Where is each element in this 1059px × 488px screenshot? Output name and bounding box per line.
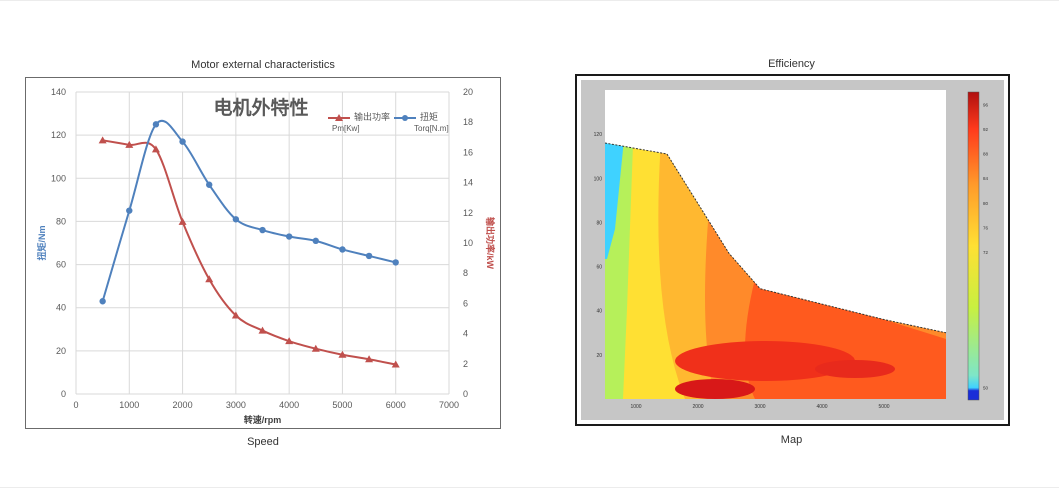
legend-unit: Torq[N.m] [414,124,449,133]
efficiency-band [675,379,755,399]
legend-swatch-marker [402,115,408,121]
x-tick-label: 4000 [816,404,827,410]
torque-data-point [232,216,240,223]
power-data-point [285,337,294,345]
y-tick-label: 40 [56,303,66,313]
efficiency-map-svg: 1000 2000 3000 4000 5000 20 40 60 80 100 120 50 72 76… [581,80,1004,420]
colorbar-tick-label: 84 [983,176,989,181]
colorbar-tick-label: 96 [983,102,989,107]
x-tick-label: 2000 [692,404,703,410]
page-top-divider [0,0,1059,1]
power-data-point [338,350,347,358]
x-axis-title: 转速/rpm [244,414,282,425]
y2-tick-label: 6 [463,298,468,308]
power-data-point [258,326,267,334]
y2-tick-label: 10 [463,238,473,248]
y-tick-label: 60 [596,265,602,271]
chart-title: 电机外特性 [213,96,308,119]
power-data-point [391,360,400,368]
y2-tick-label: 20 [463,87,473,97]
torque-data-point [365,252,373,260]
x-tick-label: 1000 [630,404,641,410]
power-data-point [178,217,187,225]
x-tick-label: 7000 [439,400,459,410]
x-tick-label: 6000 [386,400,406,410]
y-tick-label: 60 [56,260,66,270]
power-data-point [205,275,214,283]
y2-tick-label: 4 [463,329,468,339]
x-tick-label: 3000 [754,404,765,410]
x-tick-label: 0 [73,400,78,410]
colorbar-tick-label: 72 [983,250,989,255]
torque-data-point [206,181,213,188]
power-data-point [98,136,107,144]
colorbar-tick-label: 50 [983,386,989,391]
colorbar-tick-label: 92 [983,127,989,132]
power-data-point [151,145,160,153]
y-tick-label: 80 [56,216,66,226]
torque-data-point [126,207,133,214]
y2-tick-label: 0 [463,389,468,399]
y-axis-title: 扭矩/Nm [36,225,47,260]
power-data-point [231,311,240,319]
efficiency-band [605,142,629,259]
y-tick-label: 20 [596,353,602,359]
y-tick-label: 140 [51,87,66,97]
power-data-point [311,344,320,352]
x-tick-label: 5000 [878,404,889,410]
torque-data-point [259,226,266,234]
y2-tick-label: 2 [463,359,468,369]
x-tick-label: 2000 [173,400,193,410]
right-figure-title: Efficiency [768,58,815,70]
torque-data-point [152,121,160,128]
y-tick-label: 20 [56,346,66,356]
right-figure-caption: Map [780,434,803,446]
x-tick-label: 3000 [226,400,246,410]
y2-axis-title: 输出功率/kW [485,217,496,270]
left-figure-caption: Speed [247,436,279,448]
colorbar-tick-label: 88 [983,152,989,157]
torque-data-point [285,233,293,240]
colorbar [967,91,980,401]
colorbar-tick-label: 76 [983,226,989,231]
y-tick-label: 0 [61,389,66,399]
power-data-point [365,355,374,363]
y-tick-label: 100 [594,176,603,182]
x-tick-label: 4000 [279,400,299,410]
series-line-1 [101,119,396,302]
y-tick-label: 100 [51,173,66,183]
peak-torque-boundary [604,142,947,334]
efficiency-band [675,341,855,381]
torque-data-point [99,298,106,305]
legend-unit: Pm[Kw] [332,124,360,133]
x-tick-label: 5000 [332,400,352,410]
y-tick-label: 40 [596,309,602,315]
y-tick-label: 120 [594,132,603,138]
torque-data-point [312,237,319,245]
y2-tick-label: 18 [463,117,473,127]
torque-data-point [179,138,186,145]
legend-label: 输出功率 [354,111,390,122]
legend-swatch-marker [335,114,343,121]
y2-tick-label: 16 [463,147,473,157]
x-tick-label: 1000 [119,400,139,410]
y-tick-label: 120 [51,130,66,140]
motor-characteristics-chart: 0 1000 2000 3000 4000 5000 6000 7000 0 20 40 60 80 10… [25,77,501,429]
y2-tick-label: 8 [463,268,468,278]
y2-tick-label: 12 [463,208,473,218]
efficiency-band [815,360,895,378]
efficiency-map-chart: 1000 2000 3000 4000 5000 20 40 60 80 100 120 50 72 76… [575,74,1010,426]
torque-data-point [339,246,346,253]
left-figure-title: Motor external characteristics [191,59,335,71]
torque-data-point [392,259,399,266]
y-tick-label: 80 [596,220,602,226]
legend-label: 扭矩 [420,111,438,122]
power-data-point [125,140,134,148]
colorbar-tick-label: 80 [983,201,989,206]
y2-tick-label: 14 [463,178,473,188]
motor-characteristics-svg: 0 1000 2000 3000 4000 5000 6000 700002040608010… [36,87,496,425]
